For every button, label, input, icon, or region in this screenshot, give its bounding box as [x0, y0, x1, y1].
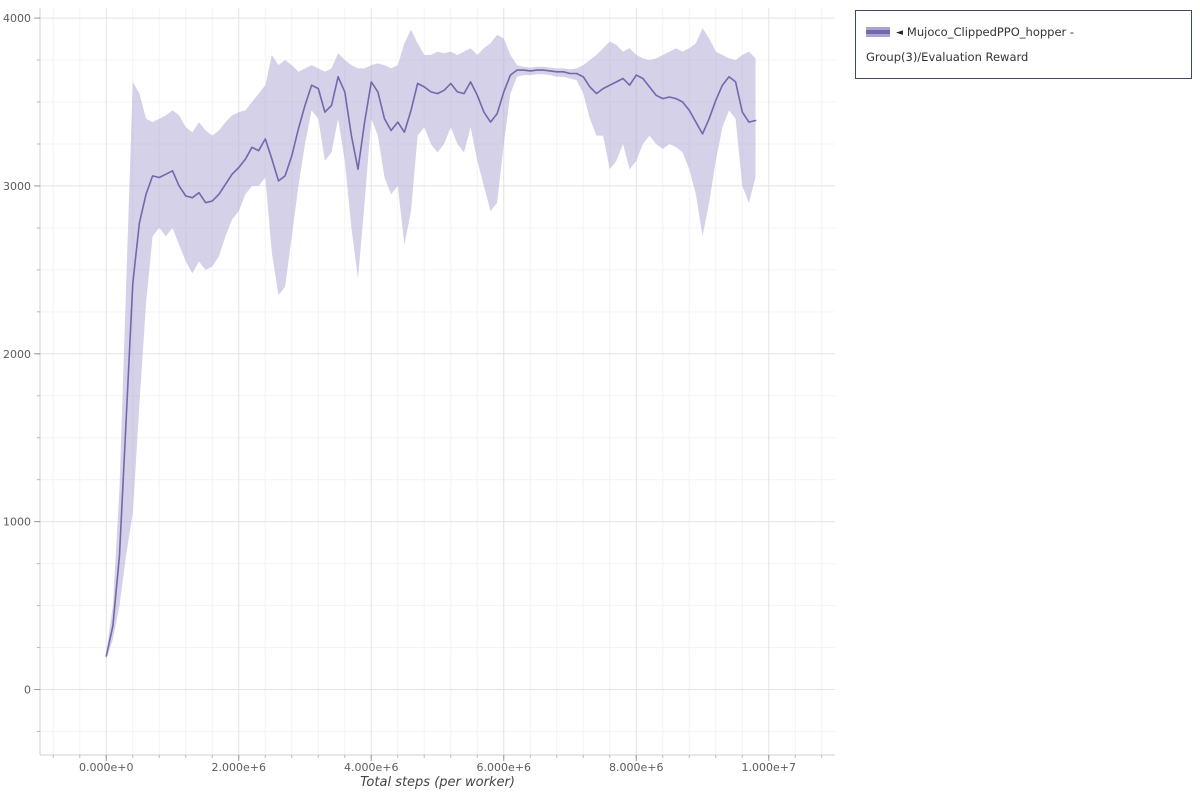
reward-chart: 0.000e+0 2.000e+6 4.000e+6 6.000e+6 8.000e+6…	[0, 0, 845, 800]
svg-text:3000: 3000	[3, 180, 31, 193]
svg-text:6.000e+6: 6.000e+6	[477, 761, 531, 774]
svg-text:1.000e+7: 1.000e+7	[742, 761, 796, 774]
svg-text:8.000e+6: 8.000e+6	[609, 761, 663, 774]
x-tick-labels: 0.000e+0 2.000e+6 4.000e+6 6.000e+6 8.000e+6…	[79, 761, 796, 774]
legend-marker-icon: ◄	[896, 28, 903, 38]
legend-entry[interactable]: ◄ Mujoco_ClippedPPO_hopper - Group(3)/Eva…	[866, 20, 1181, 69]
axes	[34, 8, 835, 761]
plot-canvas: 0.000e+0 2.000e+6 4.000e+6 6.000e+6 8.000e+6…	[3, 8, 835, 774]
svg-text:2000: 2000	[3, 348, 31, 361]
legend: ◄ Mujoco_ClippedPPO_hopper - Group(3)/Eva…	[855, 10, 1192, 79]
svg-text:4000: 4000	[3, 12, 31, 25]
series-swatch-icon	[866, 27, 890, 37]
confidence-band	[106, 28, 756, 660]
svg-text:0.000e+0: 0.000e+0	[79, 761, 133, 774]
minor-grid	[40, 8, 835, 755]
svg-text:4.000e+6: 4.000e+6	[344, 761, 398, 774]
y-tick-labels: 0 1000 2000 3000 4000	[3, 12, 31, 696]
plot-area[interactable]: 0.000e+0 2.000e+6 4.000e+6 6.000e+6 8.000e+6…	[0, 0, 845, 800]
svg-text:2.000e+6: 2.000e+6	[212, 761, 266, 774]
mean-line	[105, 69, 757, 657]
svg-text:1000: 1000	[3, 516, 31, 529]
svg-text:0: 0	[24, 684, 31, 697]
x-axis-title: Total steps (per worker)	[360, 775, 515, 790]
legend-label: Mujoco_ClippedPPO_hopper - Group(3)/Eval…	[866, 25, 1075, 64]
